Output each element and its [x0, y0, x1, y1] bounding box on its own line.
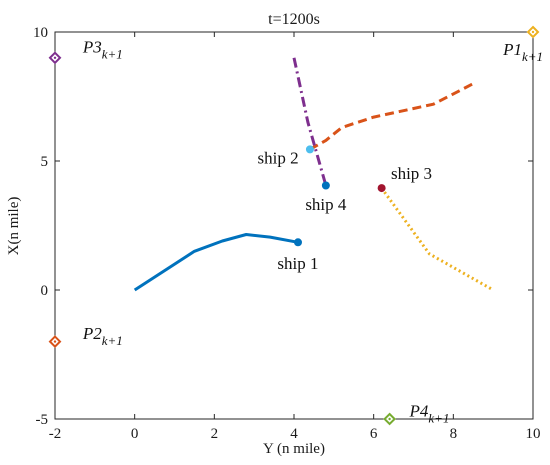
ship-1-label: ship 1	[277, 254, 318, 273]
y-axis-label: X(n mile)	[6, 197, 22, 256]
x-tick-label: 0	[131, 426, 139, 442]
ship-3-label: ship 3	[391, 164, 432, 183]
p1-waypoint-label: P1k+1	[502, 40, 543, 64]
plot-area: -2 0 2 4 6 8 10 -5 0 5 10 ship 1 ship 2 ship 3 ship 4 P…	[33, 25, 543, 442]
y-tick-label: 10	[33, 25, 48, 41]
p1-waypoint-name: P1	[502, 40, 522, 59]
x-tick-label: 8	[450, 426, 458, 442]
x-axis-label: Y (n mile)	[263, 441, 325, 457]
p4-waypoint-subscript: k+1	[428, 410, 449, 425]
ship-3-position-marker	[377, 184, 386, 193]
p4-waypoint-dot	[388, 417, 391, 421]
x-tick-label: 2	[211, 426, 219, 442]
ship-4-label: ship 4	[305, 195, 347, 214]
p3-waypoint-name: P3	[82, 37, 102, 56]
x-tick-label: 10	[526, 426, 541, 442]
ship-4-position-marker	[321, 181, 330, 190]
ship-2-trajectory	[309, 82, 474, 151]
ship-2-label: ship 2	[258, 148, 299, 167]
p4-waypoint-label: P4k+1	[409, 401, 450, 425]
p3-waypoint-dot	[53, 56, 57, 59]
ship-4-trajectory	[292, 57, 328, 186]
p2-waypoint-dot	[53, 340, 57, 343]
p4-waypoint-name: P4	[409, 401, 429, 420]
y-tick-label: 5	[41, 154, 49, 170]
p3-waypoint-label: P3k+1	[82, 37, 123, 61]
y-tick-label: -5	[36, 412, 49, 428]
ship-2-position-marker	[305, 145, 314, 154]
ship-1-position-marker	[293, 238, 302, 247]
ship-3-trajectory	[380, 187, 494, 292]
p2-waypoint-label: P2k+1	[82, 324, 123, 348]
chart-title: t=1200s	[268, 11, 320, 28]
y-tick-label: 0	[41, 283, 49, 299]
p2-waypoint-subscript: k+1	[102, 333, 123, 348]
p2-waypoint-name: P2	[82, 324, 102, 343]
p3-waypoint-subscript: k+1	[102, 46, 123, 61]
x-tick-label: 4	[290, 426, 298, 442]
plot-frame	[54, 31, 534, 420]
x-tick-label: 6	[370, 426, 378, 442]
p1-waypoint-subscript: k+1	[522, 49, 543, 64]
x-tick-label: -2	[49, 426, 62, 442]
p1-waypoint-dot	[531, 30, 535, 34]
ship-1-trajectory	[133, 233, 299, 292]
